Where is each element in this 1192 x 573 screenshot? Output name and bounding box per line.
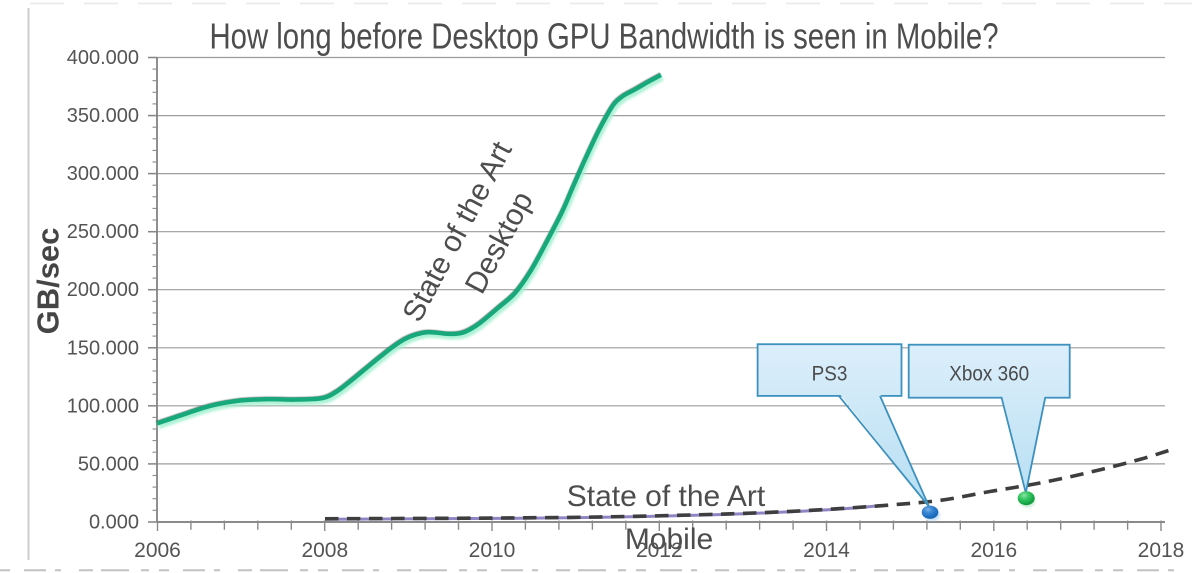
svg-text:250.000: 250.000 [67,221,139,243]
svg-text:How long before Desktop GPU Ba: How long before Desktop GPU Bandwidth is… [209,16,998,57]
svg-text:PS3: PS3 [812,362,848,385]
svg-text:2006: 2006 [134,539,181,562]
svg-text:100.000: 100.000 [67,395,139,417]
svg-text:GB/sec: GB/sec [31,228,66,335]
svg-text:300.000: 300.000 [67,163,139,185]
svg-text:2014: 2014 [803,539,850,562]
svg-text:50.000: 50.000 [78,453,139,475]
svg-text:0.000: 0.000 [89,512,139,534]
svg-text:150.000: 150.000 [67,337,139,359]
svg-text:Xbox 360: Xbox 360 [949,362,1029,385]
svg-text:350.000: 350.000 [67,105,139,127]
svg-text:400.000: 400.000 [67,47,139,69]
svg-text:2016: 2016 [970,539,1017,562]
svg-text:200.000: 200.000 [67,279,139,301]
svg-text:2010: 2010 [469,539,516,562]
svg-text:Mobile: Mobile [625,523,713,556]
svg-text:2012: 2012 [636,539,683,562]
svg-text:2008: 2008 [301,539,348,562]
svg-text:2018: 2018 [1138,539,1185,562]
svg-text:State of the Art: State of the Art [567,480,766,513]
